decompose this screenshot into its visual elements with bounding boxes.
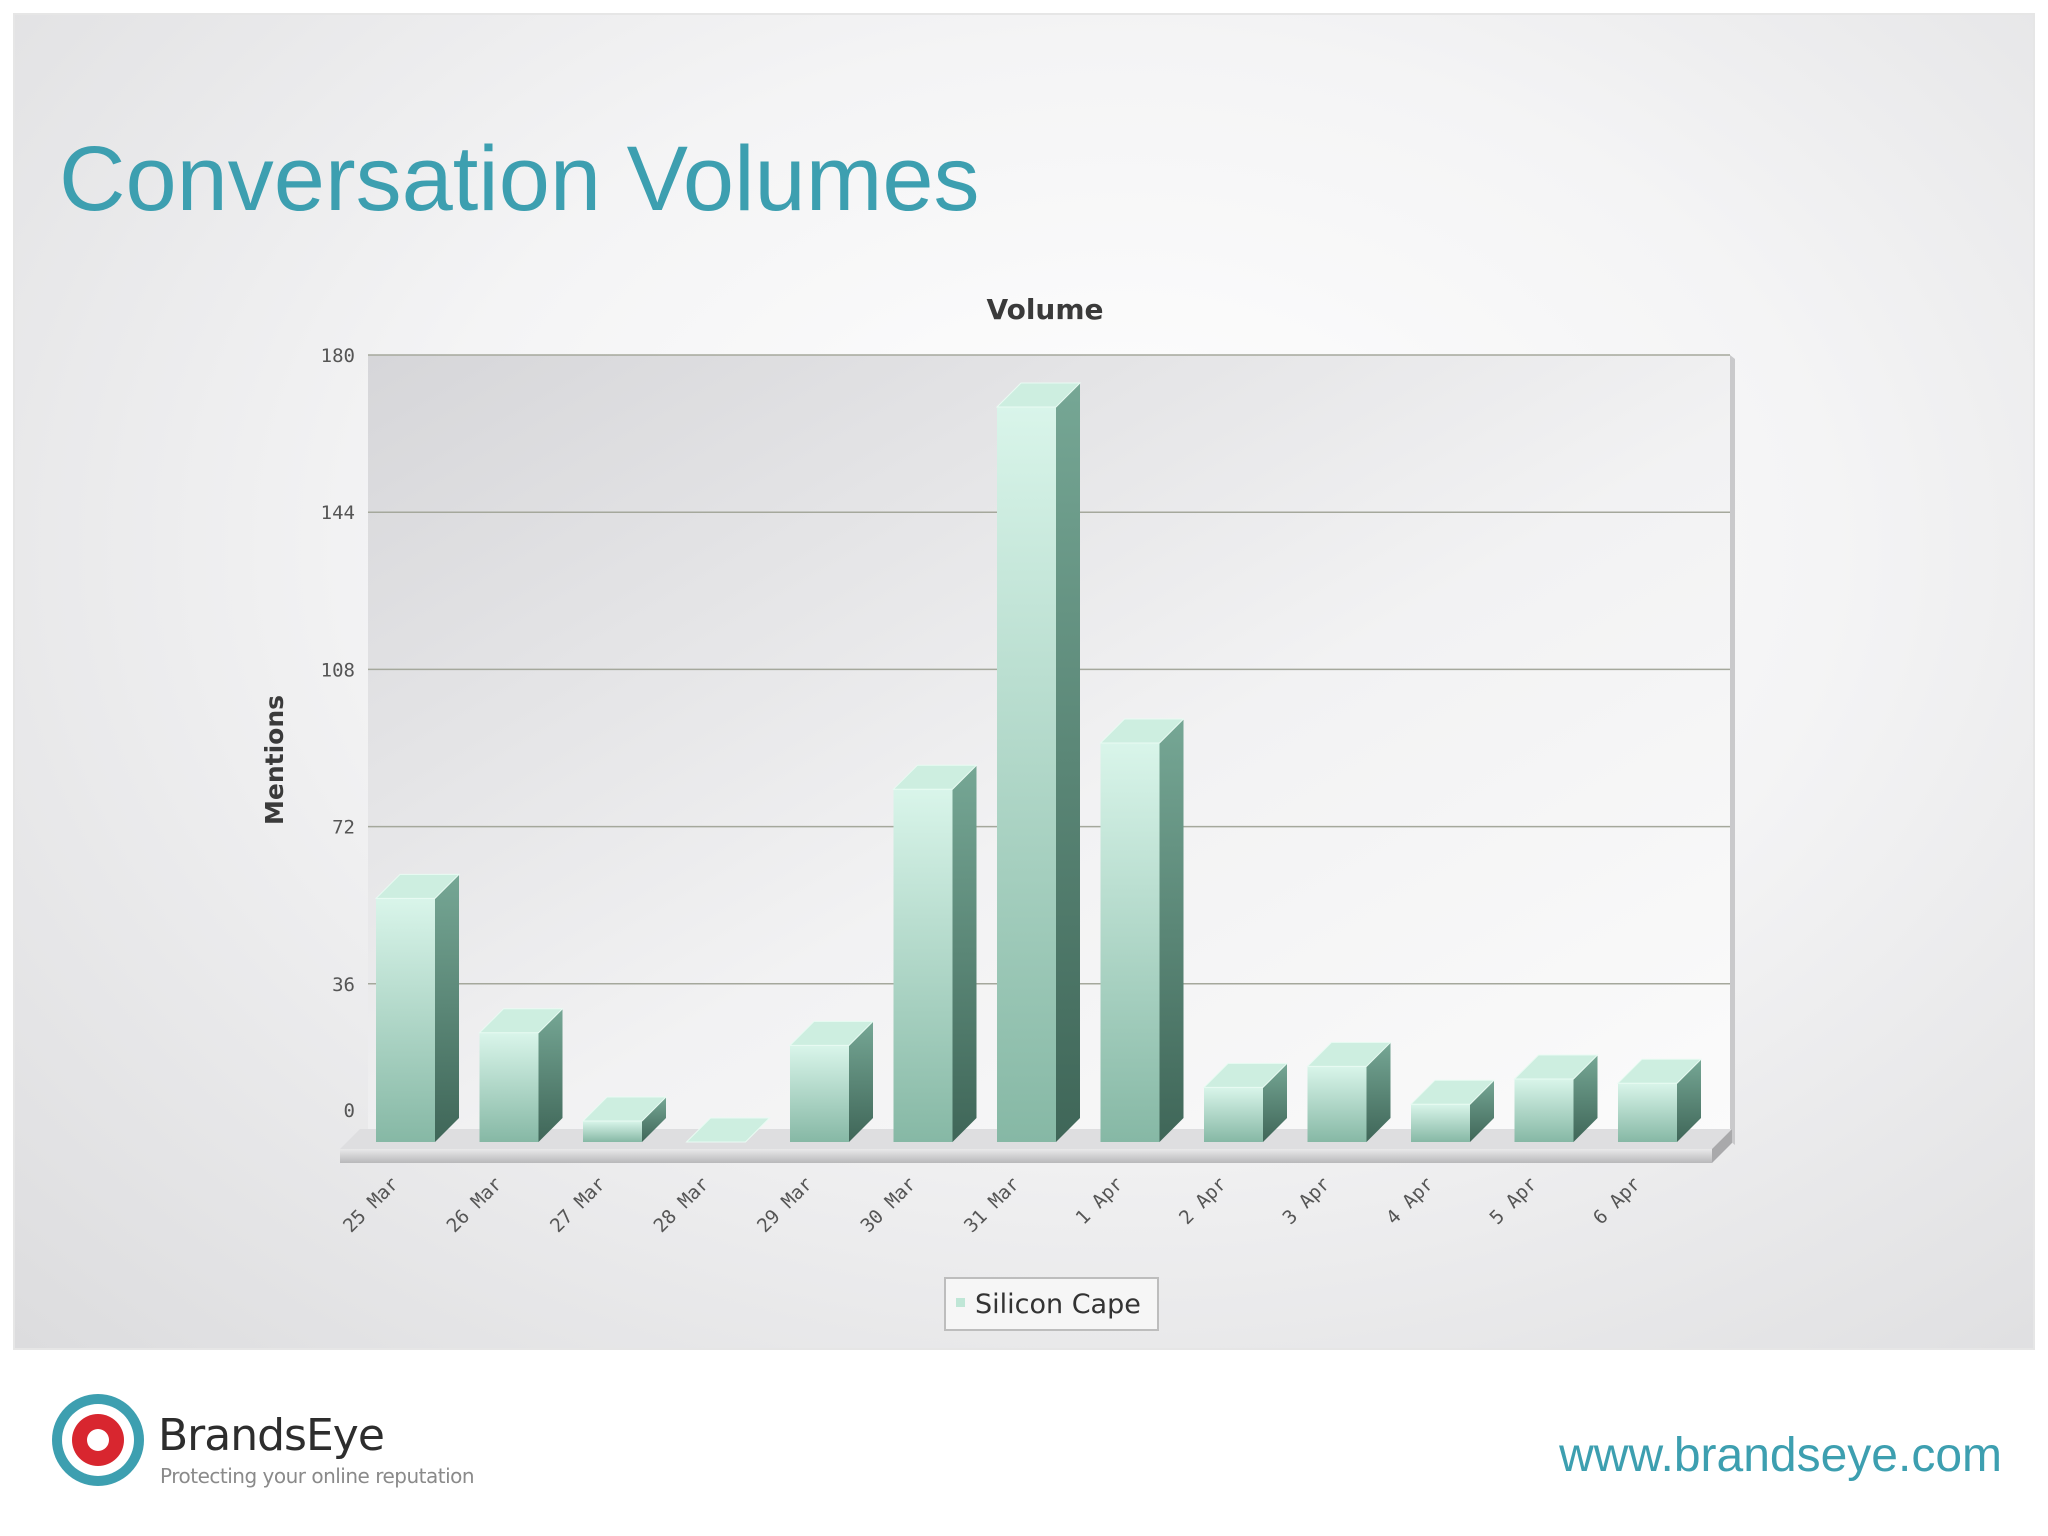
bar-side: [538, 1008, 563, 1142]
brand-tagline: Protecting your online reputation: [160, 1464, 475, 1488]
bar-front: [1618, 1083, 1677, 1142]
x-tick-label: 28 Mar: [649, 1173, 713, 1237]
bar-top: [1099, 718, 1185, 744]
y-tick-label: 0: [344, 1100, 355, 1122]
bar-front: [583, 1121, 642, 1142]
bar-front: [1307, 1066, 1367, 1142]
website-link[interactable]: www.brandseye.com: [1559, 1429, 2002, 1482]
y-tick-label: 180: [321, 345, 355, 367]
bar-side: [1366, 1042, 1391, 1142]
bar-front: [1411, 1104, 1470, 1142]
x-tick-label: 4 Apr: [1382, 1173, 1438, 1229]
bar-top: [478, 1008, 564, 1034]
bar-front: [1514, 1079, 1574, 1142]
x-tick-label: 2 Apr: [1175, 1173, 1231, 1229]
chart-title: Volume: [986, 293, 1103, 326]
bar-top: [1306, 1041, 1392, 1067]
bar-front: [1204, 1087, 1263, 1142]
x-tick-label: 29 Mar: [753, 1173, 817, 1237]
y-tick-label: 36: [332, 974, 355, 996]
y-tick-label: 108: [321, 659, 355, 681]
brand-name: BrandsEye: [158, 1410, 385, 1461]
bar-front: [893, 789, 953, 1142]
y-tick-label: 72: [332, 817, 355, 839]
legend-swatch: [956, 1298, 965, 1307]
bar-top: [892, 764, 978, 790]
bar-front: [997, 407, 1056, 1142]
bar-top: [1202, 1062, 1289, 1088]
x-tick-label: 31 Mar: [960, 1173, 1024, 1237]
legend-label-silicon-cape: Silicon Cape: [975, 1289, 1141, 1320]
bar-top: [1513, 1054, 1599, 1080]
legend-box: [944, 1277, 1159, 1331]
legend[interactable]: Silicon Cape: [944, 1277, 1159, 1331]
x-tick-label: 5 Apr: [1486, 1173, 1542, 1229]
plot-floor-side: [1712, 1129, 1732, 1163]
bar-top: [1409, 1079, 1496, 1105]
bar-28-mar[interactable]: [685, 1117, 771, 1143]
y-axis-title: Mentions: [260, 695, 289, 825]
bar-front: [790, 1045, 849, 1142]
bar-5-apr[interactable]: [1513, 1054, 1599, 1142]
slide-title: Conversation Volumes: [59, 128, 980, 230]
plot-side-wall: [1730, 355, 1735, 1145]
bar-side: [642, 1097, 666, 1142]
bar-2-apr[interactable]: [1202, 1062, 1289, 1142]
y-tick-label: 144: [321, 502, 355, 524]
bar-side: [1573, 1055, 1598, 1142]
brandseye-logo: [52, 1394, 144, 1486]
bar-top: [788, 1020, 875, 1046]
bar-side: [952, 765, 977, 1142]
bar-side: [435, 874, 459, 1142]
bar-front: [479, 1032, 539, 1142]
x-tick-label: 26 Mar: [442, 1173, 506, 1237]
bar-1-apr[interactable]: [1099, 718, 1185, 1142]
bar-front: [1100, 743, 1160, 1142]
bar-side: [1263, 1063, 1287, 1142]
bar-side: [1159, 719, 1184, 1142]
bar-top: [1616, 1058, 1703, 1084]
bar-top: [995, 382, 1082, 408]
bar-29-mar[interactable]: [788, 1020, 875, 1142]
x-tick-label: 30 Mar: [856, 1173, 920, 1237]
x-tick-label: 27 Mar: [546, 1173, 610, 1237]
x-tick-label: 25 Mar: [339, 1173, 403, 1237]
x-tick-label: 1 Apr: [1072, 1173, 1128, 1229]
bar-side: [1677, 1059, 1701, 1142]
bar-top: [685, 1117, 771, 1143]
bar-27-mar[interactable]: [581, 1096, 668, 1142]
bar-4-apr[interactable]: [1409, 1079, 1496, 1142]
bar-31-mar[interactable]: [995, 382, 1082, 1142]
bar-6-apr[interactable]: [1616, 1058, 1703, 1142]
plot-floor-front: [340, 1149, 1712, 1163]
bar-front: [376, 898, 435, 1142]
bar-top: [374, 873, 461, 899]
bar-3-apr[interactable]: [1306, 1041, 1392, 1142]
x-tick-label: 6 Apr: [1589, 1173, 1645, 1229]
bar-side: [1056, 383, 1080, 1142]
x-tick-label: 3 Apr: [1279, 1173, 1335, 1229]
bar-26-mar[interactable]: [478, 1008, 564, 1142]
bar-30-mar[interactable]: [892, 764, 978, 1142]
bar-top: [581, 1096, 668, 1122]
bar-side: [849, 1021, 873, 1142]
bar-25-mar[interactable]: [374, 873, 461, 1142]
bar-side: [1470, 1080, 1494, 1142]
